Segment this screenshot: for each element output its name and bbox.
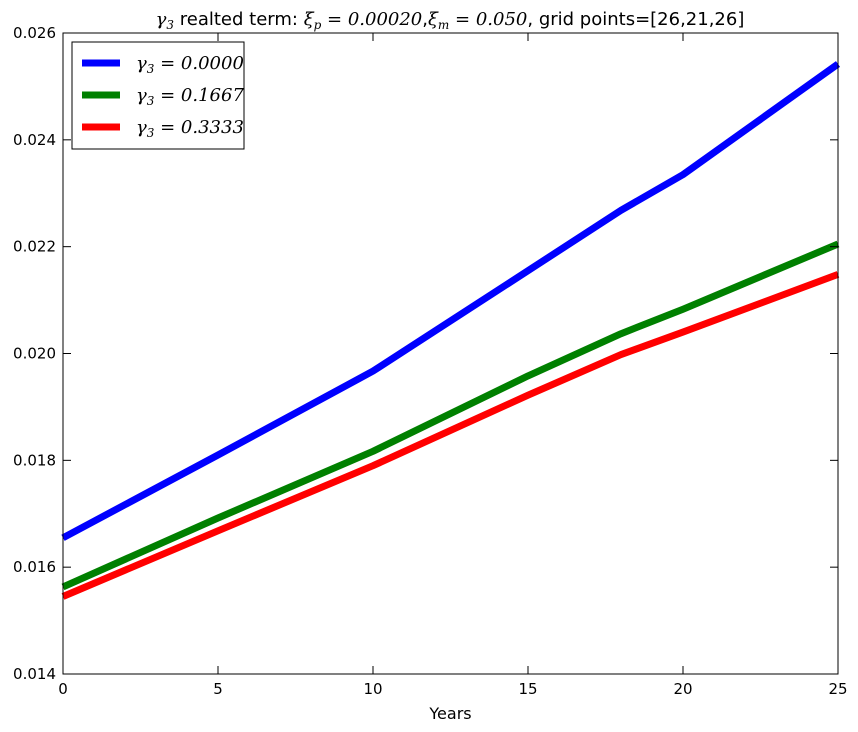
title-xi-p-value: = 0.00020 — [321, 9, 422, 30]
chart-title: γ3 realted term: ξp = 0.00020,ξm = 0.050… — [156, 9, 745, 32]
title-separator: , — [422, 9, 428, 30]
series-line-1 — [61, 61, 841, 541]
y-tick-label: 0.018 — [13, 451, 56, 469]
ticks-layer: 0 5 10 15 20 25 0.014 0.016 0.018 0.020 0.022 0.024… — [13, 24, 848, 698]
legend: γ3 = 0.0000 γ3 = 0.1667 γ3 = 0.3333 — [71, 41, 245, 150]
y-tick-label: 0.016 — [13, 558, 56, 576]
x-tick-label: 15 — [518, 680, 537, 698]
x-axis-label: Years — [428, 704, 471, 723]
title-xi-p-symbol: ξ — [304, 9, 315, 30]
title-xi-m-symbol: ξ — [428, 9, 439, 30]
plot-frame — [62, 32, 839, 675]
title-text-1: realted term: — [174, 9, 304, 30]
y-tick-label: 0.020 — [13, 345, 56, 363]
title-xi-p-sub: p — [314, 18, 322, 32]
y-tick-label: 0.014 — [13, 665, 56, 683]
x-tick-label: 25 — [828, 680, 847, 698]
title-text-2: , grid points=[26,21,26] — [527, 9, 744, 30]
y-tick-label: 0.024 — [13, 131, 56, 149]
legend-label-1: γ3 = 0.0000 — [136, 53, 244, 76]
title-gamma-symbol: γ — [156, 9, 167, 30]
x-tick-label: 10 — [363, 680, 382, 698]
y-tick-label: 0.022 — [13, 238, 56, 256]
y-tick-label: 0.026 — [13, 24, 56, 42]
title-xi-m-value: = 0.050 — [449, 9, 527, 30]
series-line-3 — [61, 271, 840, 600]
x-tick-label: 0 — [58, 680, 68, 698]
x-tick-label: 5 — [213, 680, 223, 698]
title-xi-m-sub: m — [438, 18, 449, 32]
x-tick-label: 20 — [673, 680, 692, 698]
series-line-2 — [61, 240, 840, 591]
legend-label-2: γ3 = 0.1667 — [136, 85, 244, 108]
legend-label-3: γ3 = 0.3333 — [136, 117, 244, 140]
title-gamma-sub: 3 — [166, 18, 174, 32]
series-layer — [61, 61, 841, 600]
